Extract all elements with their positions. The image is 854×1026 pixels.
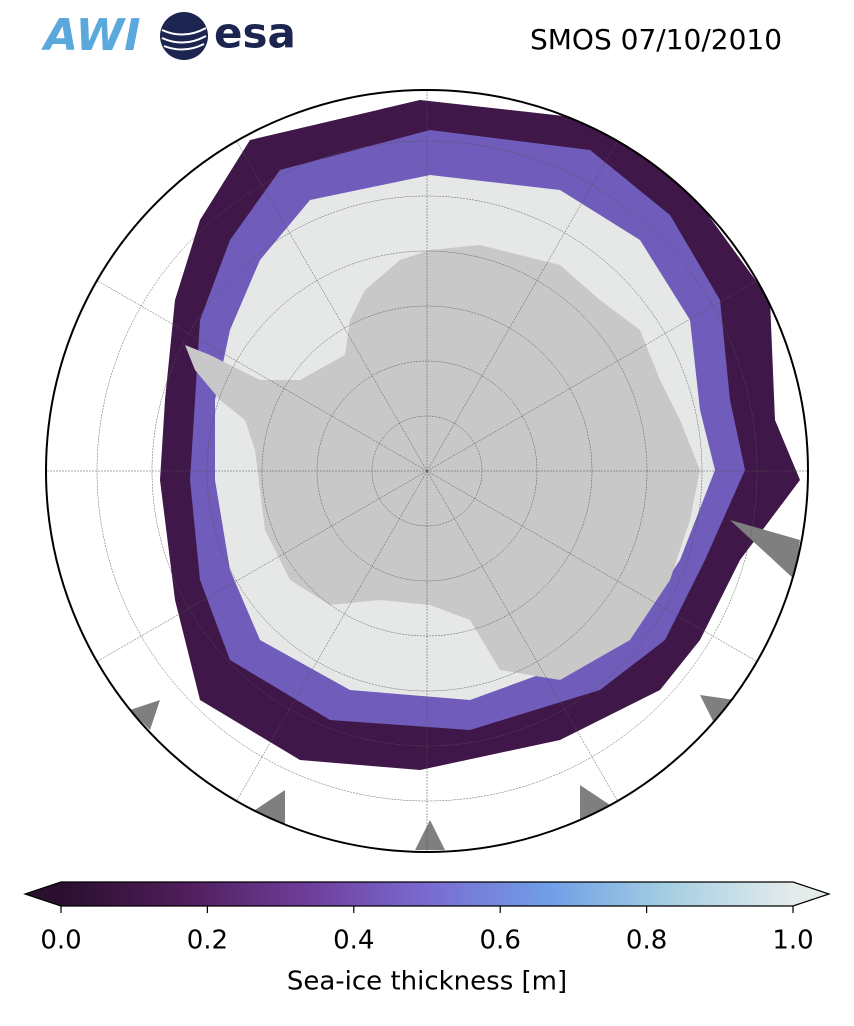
colorbar: Sea-ice thickness [m] 0.0 0.2 0.4 0.6 0.8 1.0 xyxy=(23,881,831,997)
esa-logo: esa xyxy=(214,9,296,58)
meridian xyxy=(426,470,628,818)
meridian xyxy=(226,470,428,818)
colorbar-tick-label: 1.0 xyxy=(772,926,813,956)
awi-logo: AWI xyxy=(41,10,141,61)
colorbar-tick-label: 0.2 xyxy=(187,926,228,956)
colorbar-tick-label: 0.6 xyxy=(480,926,521,956)
meridian xyxy=(426,470,774,672)
antarctica xyxy=(185,245,700,680)
meridian xyxy=(426,270,774,472)
graticule xyxy=(46,90,808,852)
colorbar-extend-low xyxy=(25,882,61,906)
meridian xyxy=(226,124,428,472)
colorbar-label: Sea-ice thickness [m] xyxy=(287,967,567,997)
colorbar-tick-label: 0.8 xyxy=(626,926,667,956)
colorbar-tick-label: 0.0 xyxy=(40,926,81,956)
meridian xyxy=(80,470,428,672)
colorbar-gradient xyxy=(61,882,793,906)
map xyxy=(46,90,808,852)
colorbar-tick-label: 0.4 xyxy=(333,926,374,956)
colorbar-extend-high xyxy=(793,882,829,906)
map-title: SMOS 07/10/2010 xyxy=(530,23,782,56)
esa-logo-mark xyxy=(160,12,208,60)
meridian xyxy=(80,270,428,472)
meridian xyxy=(426,124,628,472)
map-frame xyxy=(45,89,809,853)
